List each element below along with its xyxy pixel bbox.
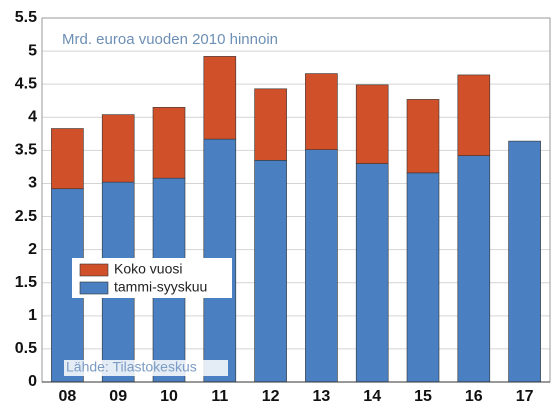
source: Lähde: Tilastokeskus [66,359,197,375]
y-tick-label: 2 [28,241,37,258]
x-tick-label: 15 [414,388,432,405]
y-tick-label: 0.5 [15,340,37,357]
x-tick-label: 12 [262,388,280,405]
bar-segment [254,159,287,383]
bar-segment [457,155,491,383]
bar-segment [406,99,440,174]
y-tick-label: 4 [28,108,37,125]
legend-label: tammi-syyskuu [114,279,207,295]
y-tick-label: 3 [28,175,37,192]
bar-segment [406,172,440,383]
y-tick-label: 1 [28,307,37,324]
y-tick-label: 5 [28,42,37,59]
x-tick-label: 11 [211,388,228,405]
x-tick-label: 17 [516,388,534,405]
bar-segment [101,114,135,183]
x-tick-label: 09 [109,388,127,405]
y-tick-label: 2.5 [15,208,37,225]
x-tick-label: 14 [363,388,381,405]
bar-segment [508,140,541,383]
bar-segment [355,84,389,164]
bar-segment [152,107,186,179]
bar-segment [51,128,84,190]
bar-segment [305,73,338,151]
y-tick-label: 4.5 [15,75,37,92]
x-tick-label: 08 [59,388,77,405]
y-tick-label: 5.5 [15,9,37,26]
x-tick-label: 13 [313,388,331,405]
x-tick-label: 10 [160,388,178,405]
y-tick-label: 3.5 [15,142,37,159]
legend-label: Koko vuosi [114,261,182,277]
y-tick-label: 1.5 [15,274,37,291]
bar-segment [203,56,237,140]
y-tick-label: 0 [28,373,37,390]
subtitle: Mrd. euroa vuoden 2010 hinnoin [62,31,278,48]
x-tick-label: 16 [465,388,483,405]
source-bg [64,360,228,376]
legend-swatch [79,263,109,277]
bar-segment [355,163,389,383]
bar-segment [305,149,338,383]
bar-segment [457,74,491,156]
legend-swatch [79,281,109,295]
bar-segment [254,88,287,161]
